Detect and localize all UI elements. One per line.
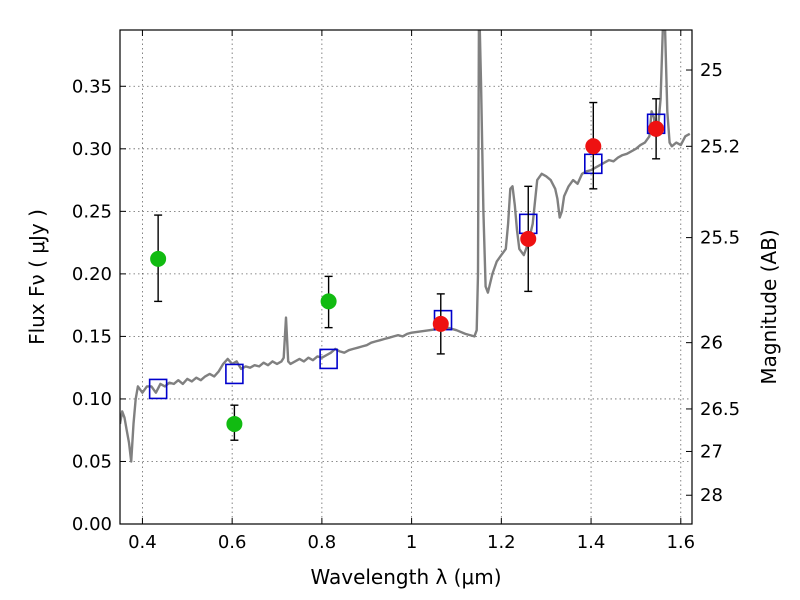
y-tick-label: 0.15 [72, 326, 112, 347]
right-axis-title: Magnitude (AB) [757, 229, 781, 384]
y-tick-label: 0.20 [72, 264, 112, 285]
plot-frame [119, 29, 693, 525]
x-tick-label: 1.6 [666, 532, 695, 553]
y-axis-title: Flux Fν ( μJy ) [25, 209, 49, 345]
magnitude-tick-label: 25 [700, 60, 723, 81]
x-tick-label: 0.4 [128, 532, 157, 553]
red-data-point [520, 185, 537, 293]
green-data-point [226, 404, 243, 441]
green-data-point [150, 214, 167, 303]
x-tick-label: 0.8 [308, 532, 337, 553]
y-tick-label: 0.25 [72, 201, 112, 222]
magnitude-tick-label: 25.2 [700, 136, 740, 157]
magnitude-tick-label: 27 [700, 441, 723, 462]
model-box-marker [148, 378, 168, 400]
x-tick-label: 1 [406, 532, 417, 553]
y-tick-label: 0.35 [72, 76, 112, 97]
grid-lines [120, 30, 692, 524]
data-point-marker [648, 120, 665, 137]
template-spectrum [120, 30, 691, 463]
model-box-marker [225, 363, 244, 385]
magnitude-tick-label: 26.5 [700, 399, 740, 420]
y-tick-label: 0.10 [72, 389, 112, 410]
magnitude-tick-label: 28 [700, 485, 723, 506]
magnitude-tick-label: 26 [700, 333, 723, 354]
green-data-point [320, 275, 337, 329]
red-data-point [432, 293, 449, 355]
template-spectrum-line [120, 30, 691, 463]
y-tick-label: 0.00 [72, 514, 112, 535]
axis-ticks: 0.4 0.6 0.8 1 1.2 1.4 1.6 0.00 0.05 0.10 0.15 0.20 0… [72, 30, 740, 553]
x-tick-label: 0.6 [218, 532, 247, 553]
data-point-marker [432, 315, 449, 332]
red-data-point [585, 101, 602, 190]
x-axis-title: Wavelength λ (μm) [310, 565, 501, 589]
y-tick-label: 0.05 [72, 451, 112, 472]
data-point-marker [520, 230, 537, 247]
red-data-point [648, 98, 665, 160]
x-tick-label: 1.4 [577, 532, 606, 553]
photometry-points [150, 98, 665, 441]
data-point-marker [585, 138, 602, 155]
model-boxes [148, 113, 666, 400]
model-box-marker [319, 348, 338, 370]
x-tick-label: 1.2 [487, 532, 516, 553]
data-point-marker [320, 293, 337, 310]
y-tick-label: 0.30 [72, 139, 112, 160]
magnitude-tick-label: 25.5 [700, 228, 740, 249]
data-point-marker [226, 415, 243, 432]
data-point-marker [150, 250, 167, 267]
